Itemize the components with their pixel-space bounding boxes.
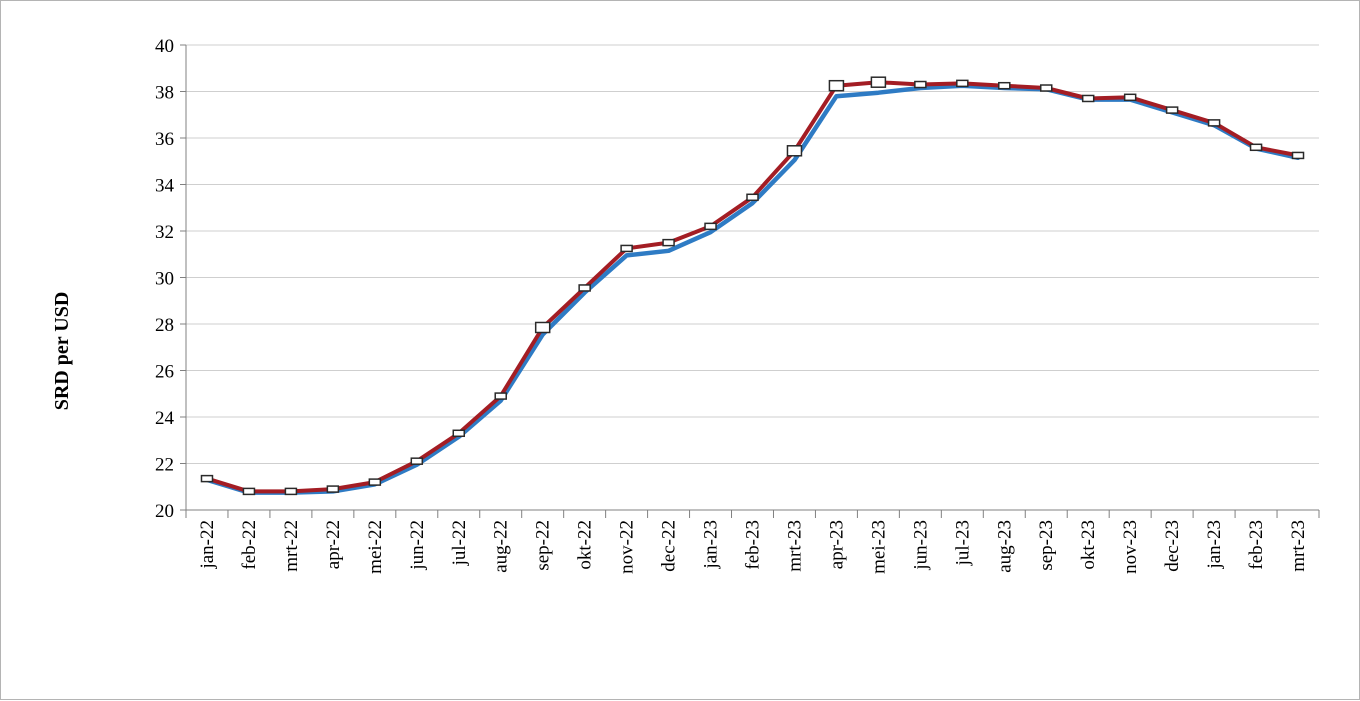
x-tick-label: aug-22 (491, 520, 512, 573)
y-tick-label: 20 (155, 501, 174, 522)
y-tick-label: 38 (155, 83, 174, 104)
data-point-marker (828, 79, 845, 92)
data-point-marker (1249, 143, 1263, 152)
x-tick-label: nov-23 (1120, 520, 1141, 574)
x-tick-label: jun-23 (910, 520, 931, 571)
data-point-markers (200, 76, 1305, 496)
y-axis-tick-labels: 20 22 24 26 28 30 32 34 36 38 40 (155, 36, 175, 522)
data-point-marker (914, 80, 927, 89)
data-point-marker (956, 79, 969, 88)
data-point-marker (1291, 151, 1305, 160)
data-point-marker (326, 485, 340, 493)
x-tick-label: jul-23 (952, 520, 973, 566)
x-tick-label: nov-22 (617, 520, 638, 574)
y-tick-label: 24 (155, 408, 175, 429)
data-point-marker (1081, 94, 1095, 103)
x-tick-label: jul-22 (449, 520, 470, 566)
data-point-marker (578, 284, 591, 292)
x-tick-label: jan-22 (197, 520, 218, 570)
y-tick-label: 32 (155, 222, 174, 243)
data-point-marker (870, 76, 887, 88)
data-point-marker (786, 145, 803, 157)
data-point-marker (1123, 93, 1137, 102)
x-tick-label: apr-23 (826, 520, 847, 569)
x-tick-label: feb-22 (239, 520, 260, 570)
series-line-2 (205, 80, 1300, 494)
data-point-marker (284, 487, 298, 496)
x-tick-label: mrt-22 (281, 520, 302, 572)
x-tick-label: aug-23 (994, 520, 1015, 573)
x-tick-label: feb-23 (743, 520, 764, 570)
y-tick-label: 28 (155, 315, 174, 336)
data-point-marker (1207, 119, 1221, 127)
x-tick-label: sep-23 (1036, 520, 1057, 571)
axes (180, 44, 1320, 518)
x-tick-label: jun-22 (407, 520, 428, 571)
data-point-marker (662, 238, 675, 247)
data-point-marker (368, 478, 382, 486)
data-point-marker (410, 457, 424, 465)
x-tick-label: mrt-23 (1288, 520, 1309, 572)
y-tick-label: 30 (155, 269, 174, 290)
data-point-marker (494, 392, 507, 400)
x-tick-label: feb-23 (1246, 520, 1267, 570)
y-tick-label: 40 (155, 36, 174, 57)
series-line-1 (204, 83, 1301, 495)
data-point-marker (1165, 106, 1179, 114)
x-tick-label: okt-22 (575, 520, 596, 570)
x-axis-tick-labels: jan-22 feb-22 mrt-22 apr-22 mei-22 jun-22 jul-… (197, 520, 1309, 574)
data-point-marker (534, 321, 551, 334)
series-lines (204, 80, 1301, 495)
x-tick-label: dec-22 (659, 520, 680, 572)
data-point-marker (998, 81, 1011, 90)
x-tick-label: jan-23 (1204, 520, 1225, 570)
data-point-marker (452, 429, 466, 438)
data-point-marker (242, 487, 256, 496)
x-tick-label: jan-23 (701, 520, 722, 570)
x-tick-label: mrt-23 (784, 520, 805, 572)
y-tick-label: 22 (155, 455, 174, 476)
data-point-marker (746, 193, 759, 202)
y-tick-label: 34 (155, 176, 175, 197)
x-tick-label: mei-23 (868, 520, 889, 574)
y-tick-label: 36 (155, 129, 174, 150)
x-tick-label: mei-22 (365, 520, 386, 574)
x-tick-label: apr-22 (323, 520, 344, 569)
x-tick-label: sep-22 (533, 520, 554, 571)
x-tick-label: okt-23 (1078, 520, 1099, 570)
data-point-marker (1039, 84, 1053, 92)
data-point-marker (620, 244, 633, 253)
y-axis-label: SRD per USD (51, 292, 73, 411)
data-point-marker (200, 474, 214, 483)
gridlines (186, 44, 1319, 464)
x-tick-label: dec-23 (1162, 520, 1183, 572)
data-point-marker (704, 222, 717, 231)
y-tick-label: 26 (155, 362, 174, 383)
